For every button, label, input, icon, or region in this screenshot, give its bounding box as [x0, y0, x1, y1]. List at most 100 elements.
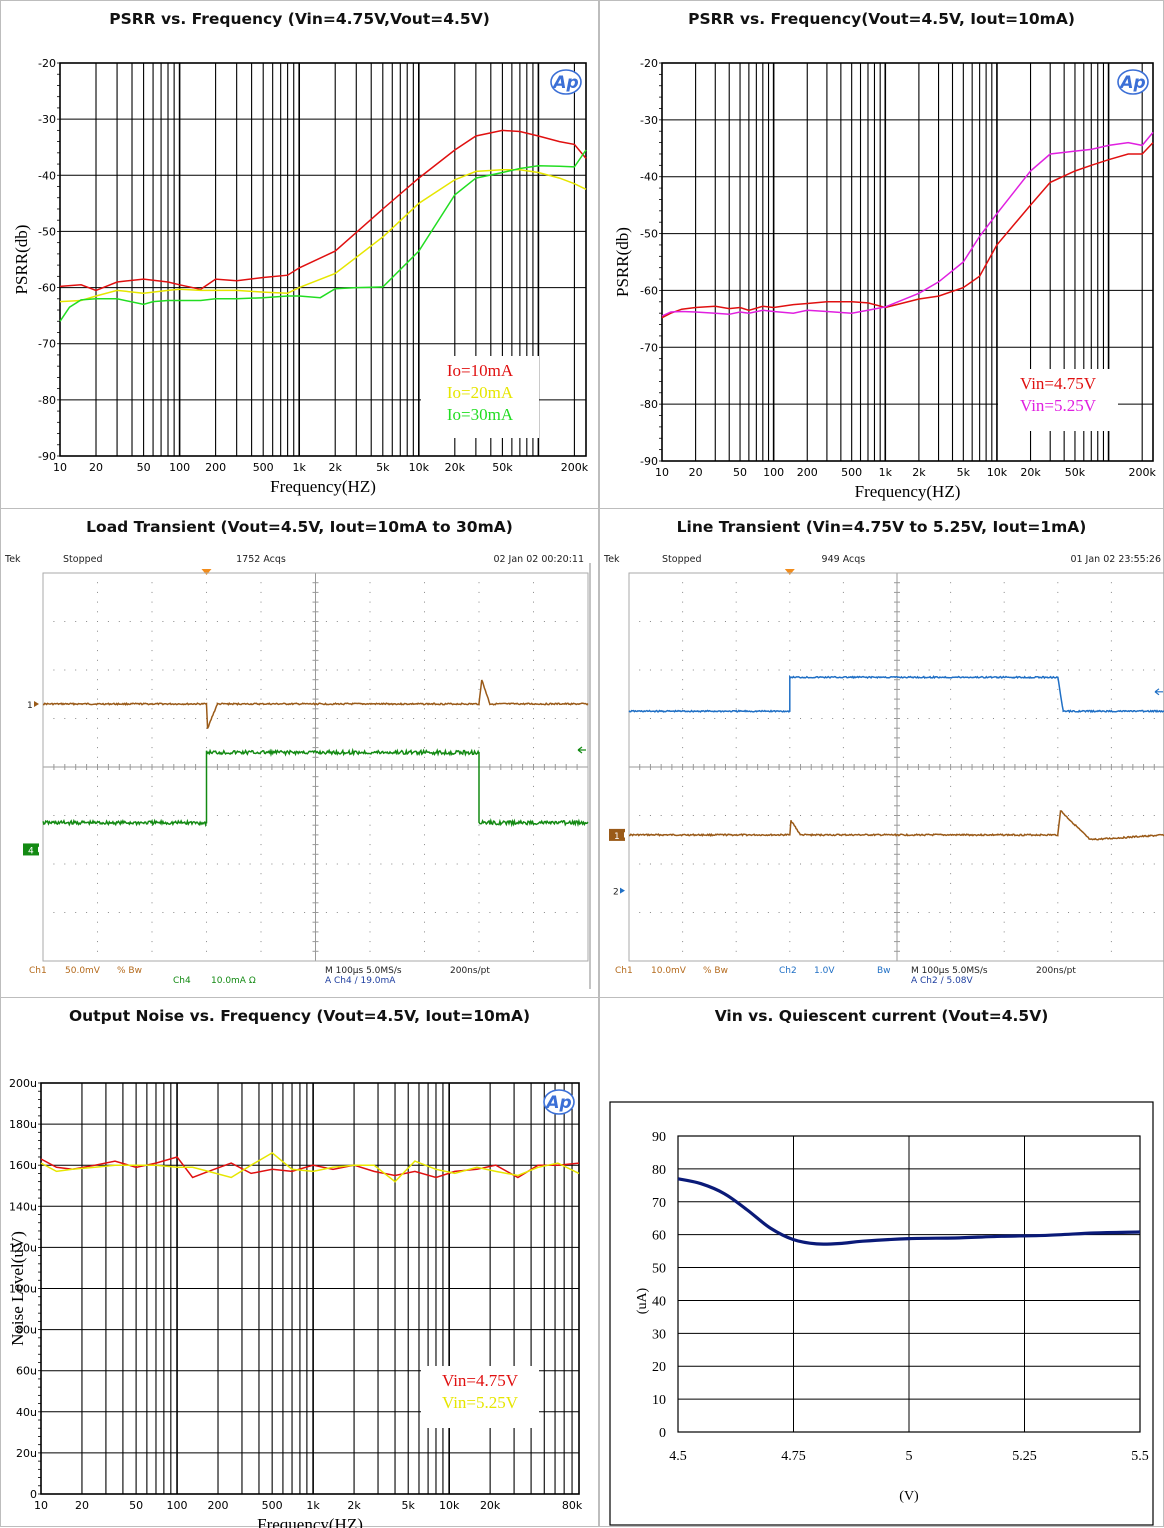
grid-dot: [660, 669, 662, 671]
grid-dot: [543, 718, 545, 719]
grid-dot: [1089, 815, 1091, 816]
grid-dot: [140, 863, 142, 865]
grid-dot: [1110, 669, 1112, 671]
grid-dot: [184, 669, 186, 671]
grid-dot: [533, 805, 534, 807]
grid-dot: [757, 912, 759, 913]
grid-dot: [260, 582, 262, 584]
grid-dot: [206, 630, 207, 632]
grid-dot: [1057, 650, 1059, 652]
x-tick-label: 10k: [409, 461, 430, 474]
legend-label: Io=30mA: [447, 405, 514, 424]
grid-dot: [369, 650, 371, 652]
grid-dot: [271, 718, 273, 719]
grid-dot: [293, 718, 295, 719]
grid-dot: [735, 941, 737, 943]
grid-dot: [162, 621, 164, 622]
grid-dot: [842, 679, 844, 681]
grid-dot: [260, 679, 262, 681]
grid-dot: [735, 805, 737, 807]
grid-dot: [369, 688, 371, 690]
grid-dot: [907, 912, 909, 913]
grid-dot: [1100, 669, 1102, 671]
y-tick-label: -70: [640, 341, 658, 354]
grid-dot: [1068, 621, 1070, 622]
grid-dot: [206, 591, 207, 593]
grid-dot: [424, 912, 425, 913]
grid-dot: [424, 611, 425, 613]
grid-dot: [478, 873, 480, 875]
grid-dot: [151, 912, 153, 913]
grid-dot: [424, 591, 425, 593]
ch2-label: Ch2: [779, 966, 797, 976]
grid-dot: [489, 718, 491, 719]
grid-dot: [1078, 863, 1080, 865]
grid-dot: [1132, 863, 1134, 865]
grid-dot: [971, 718, 973, 719]
grid-dot: [97, 853, 98, 855]
grid-dot: [533, 591, 534, 593]
grid-dot: [260, 747, 262, 749]
grid-dot: [842, 941, 844, 943]
x-tick-label: 200: [797, 466, 818, 479]
grid-dot: [227, 621, 229, 622]
grid-dot: [950, 679, 952, 681]
x-tick-label: 20k: [480, 1499, 501, 1512]
grid-dot: [1153, 863, 1155, 865]
x-tick-label: 500: [253, 461, 274, 474]
plot-frame: [677, 1135, 1141, 1433]
grid-dot: [347, 718, 349, 719]
grid-dot: [842, 863, 844, 865]
grid-dot: [86, 863, 88, 865]
grid-dot: [950, 630, 952, 632]
grid-dot: [216, 863, 218, 865]
grid-dot: [151, 756, 153, 758]
grid-dot: [1057, 640, 1059, 642]
grid-dot: [282, 815, 284, 816]
grid-dot: [424, 941, 425, 943]
grid-dot: [347, 669, 349, 671]
grid-dot: [1110, 640, 1112, 642]
grid-dot: [304, 621, 306, 622]
grid-dot: [682, 708, 684, 710]
grid-dot: [1035, 718, 1037, 719]
grid-dot: [347, 912, 349, 913]
grid-dot: [1057, 756, 1059, 758]
grid-dot: [86, 718, 88, 719]
grid-dot: [369, 776, 371, 778]
grid-dot: [842, 688, 844, 690]
grid-dot: [533, 630, 534, 632]
grid-dot: [950, 727, 952, 729]
grid-dot: [1046, 863, 1048, 865]
grid-dot: [500, 621, 502, 622]
grid-dot: [1003, 621, 1005, 622]
grid-dot: [864, 912, 866, 913]
grid-dot: [195, 912, 197, 913]
grid-dot: [97, 815, 98, 816]
grid-dot: [424, 776, 425, 778]
grid-dot: [671, 621, 673, 622]
grid-dot: [478, 921, 480, 923]
grid-dot: [424, 805, 425, 807]
grid-dot: [97, 785, 98, 787]
grid-dot: [724, 815, 726, 816]
grid-dot: [260, 718, 262, 719]
x-tick-label: 50: [733, 466, 747, 479]
grid-dot: [789, 873, 791, 875]
grid-dot: [206, 698, 207, 700]
chart-title: Output Noise vs. Frequency (Vout=4.5V, I…: [68, 1007, 531, 1025]
grid-dot: [682, 931, 684, 933]
grid-dot: [347, 621, 349, 622]
grid-dot: [97, 718, 98, 719]
grid-dot: [260, 785, 262, 787]
grid-dot: [424, 630, 425, 632]
grid-dot: [151, 669, 153, 671]
grid-dot: [434, 912, 436, 913]
y-tick-label: 0: [30, 1488, 37, 1501]
grid-dot: [1110, 650, 1112, 652]
grid-dot: [576, 815, 578, 816]
x-tick-label: 200k: [1128, 466, 1156, 479]
legend-box: [998, 369, 1118, 431]
grid-dot: [424, 795, 425, 797]
grid-dot: [928, 718, 930, 719]
